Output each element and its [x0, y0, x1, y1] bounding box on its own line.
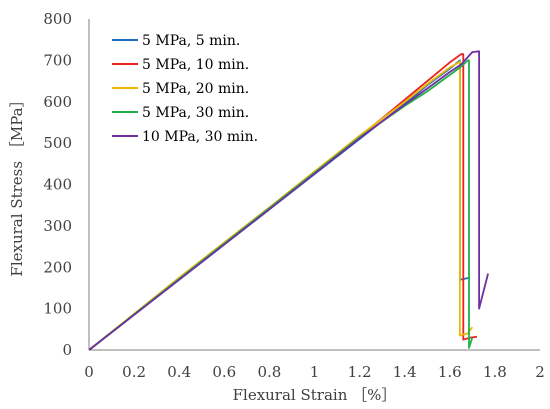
legend-label-1: 5 MPa, 5 min. — [142, 33, 240, 49]
axes — [88, 19, 540, 351]
legend-label-2: 5 MPa, 10 min. — [142, 57, 249, 73]
x-tick-label: 1.6 — [438, 363, 462, 381]
series-lines — [88, 50, 489, 351]
y-tick-label: 700 — [43, 51, 72, 69]
x-tick-label: 1.8 — [483, 363, 507, 381]
x-tick-label: 0.8 — [257, 363, 281, 381]
y-tick-label: 200 — [43, 258, 72, 276]
y-tick-label: 400 — [43, 176, 72, 194]
legend-label-3: 5 MPa, 20 min. — [142, 81, 249, 97]
y-tick-label: 0 — [62, 341, 72, 359]
x-tick-label: 2 — [535, 363, 545, 381]
x-tick-label: 0.2 — [122, 363, 146, 381]
series-line-5 — [88, 50, 489, 351]
y-tick-label: 100 — [43, 300, 72, 318]
x-tick-label: 1.4 — [393, 363, 417, 381]
y-axis-title: Flexural Stress ［MPa］ — [8, 92, 26, 276]
series-line-4 — [88, 59, 474, 351]
x-tick-label: 1.2 — [348, 363, 372, 381]
legend-label-5: 10 MPa, 30 min. — [142, 129, 258, 145]
x-tick-label: 0.4 — [167, 363, 191, 381]
y-tick-label: 500 — [43, 134, 72, 152]
y-tick-label: 800 — [43, 10, 72, 28]
x-tick-label: 0.6 — [212, 363, 236, 381]
y-tick-label: 300 — [43, 217, 72, 235]
x-tick-label: 0 — [84, 363, 94, 381]
x-tick-label: 1 — [310, 363, 320, 381]
y-tick-labels: 0 100 200 300 400 500 600 700 800 — [43, 10, 72, 359]
legend: 5 MPa, 5 min. 5 MPa, 10 min. 5 MPa, 20 min… — [112, 33, 258, 145]
x-tick-labels: 0 0.2 0.4 0.6 0.8 1 1.2 1.4 1.6 1.8 2 — [84, 363, 545, 381]
legend-label-4: 5 MPa, 30 min. — [142, 105, 249, 121]
x-axis-title: Flexural Strain ［%］ — [233, 386, 397, 404]
y-tick-label: 600 — [43, 93, 72, 111]
